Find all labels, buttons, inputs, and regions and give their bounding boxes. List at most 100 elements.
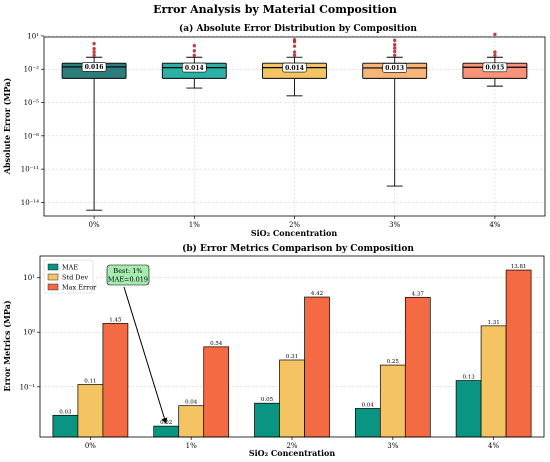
outlier-point xyxy=(192,53,196,57)
mean-label-box xyxy=(482,62,508,73)
mean-label: 0.015 xyxy=(486,64,505,71)
bar-value-label: 1.31 xyxy=(487,320,499,326)
bar-value-label: 0.31 xyxy=(286,354,298,360)
panel-b-y-axis-label: Error Metrics (MPa) xyxy=(2,300,12,392)
outlier-point xyxy=(192,49,196,53)
bar xyxy=(178,405,205,438)
annotation-line-1: Best: 1% xyxy=(113,267,142,275)
bar-value-label: 1.45 xyxy=(109,317,122,323)
panel-b-legend: MAE Std Dev Max Error xyxy=(43,259,97,294)
bar-value-label: 13.81 xyxy=(511,264,527,270)
panel-a-plot-area: 0.016 0.014 0.014 0.013 0.015 xyxy=(61,32,528,211)
x-tick-label: 4% xyxy=(489,221,500,229)
bar-value-label: 0.13 xyxy=(462,375,475,381)
legend-label-max: Max Error xyxy=(62,284,97,292)
y-tick-label: 10¹ xyxy=(23,274,35,282)
bar-value-label: 0.25 xyxy=(387,359,400,365)
outlier-point xyxy=(192,44,196,48)
bar-value-label: 0.03 xyxy=(59,409,72,415)
mean-label-box xyxy=(182,62,207,73)
panel-a-box-chart: (a) Absolute Error Distribution by Compo… xyxy=(2,23,546,238)
outlier-point xyxy=(393,38,397,43)
annotation-box xyxy=(106,264,150,286)
box-group-1%: 0.014 xyxy=(161,44,227,89)
bar-value-label: 4.37 xyxy=(412,291,425,297)
legend-label-std: Std Dev xyxy=(62,274,88,282)
panel-a-y-axis-label: Absolute Error (MPa) xyxy=(2,78,12,176)
bar xyxy=(203,346,230,438)
x-tick-label: 1% xyxy=(186,442,197,450)
legend-label-mae: MAE xyxy=(62,264,78,272)
box-group-4%: 0.015 xyxy=(462,32,528,87)
x-tick-label: 4% xyxy=(488,442,499,450)
y-tick-label: 10⁰ xyxy=(23,329,35,337)
x-tick-label: 3% xyxy=(389,221,400,229)
outlier-point xyxy=(393,53,397,57)
y-tick-label: 10⁻¹ xyxy=(20,383,36,391)
y-tick-label: 10⁻¹¹ xyxy=(21,166,39,174)
best-annotation: Best: 1% MAE=0.019 xyxy=(106,264,168,425)
outlier-point xyxy=(292,38,297,42)
x-tick-label: 1% xyxy=(189,221,200,229)
panel-a-title: (a) Absolute Error Distribution by Compo… xyxy=(179,23,417,34)
annotation-line-2: MAE=0.019 xyxy=(108,276,148,284)
bar xyxy=(52,414,79,438)
outlier-point xyxy=(292,50,297,54)
mean-label: 0.013 xyxy=(385,65,404,72)
bar xyxy=(480,325,507,438)
bar xyxy=(354,408,381,438)
series-std-dev: 0.11 0.04 0.31 0.25 1.31 xyxy=(77,320,507,438)
outlier-point xyxy=(493,32,497,37)
mean-label: 0.014 xyxy=(285,65,304,72)
annotation-arrow xyxy=(123,286,165,419)
panel-a-x-ticks: 0% 1% 2% 3% 4% xyxy=(89,216,501,229)
y-tick-label: 10⁻¹⁴ xyxy=(21,199,39,207)
mean-label-box xyxy=(81,62,107,72)
outlier-point xyxy=(393,43,397,47)
bar xyxy=(505,269,532,438)
outlier-point xyxy=(493,53,497,57)
mean-label: 0.016 xyxy=(85,64,104,71)
panel-a-y-ticks: 10¹ 10⁻² 10⁻⁵ 10⁻⁸ 10⁻¹¹ 10⁻¹⁴ xyxy=(21,32,44,207)
bar xyxy=(379,364,406,438)
box-group-0%: 0.016 xyxy=(61,41,127,211)
outlier-point xyxy=(92,50,96,54)
bar-value-label: 0.05 xyxy=(261,397,274,403)
annotation-arrowhead xyxy=(161,417,168,425)
outlier-point xyxy=(393,46,397,50)
bar-value-label: 4.42 xyxy=(311,291,323,297)
bar xyxy=(77,384,104,438)
bar xyxy=(304,296,330,438)
x-tick-label: 0% xyxy=(89,221,100,229)
panel-b-bar-chart: (b) Error Metrics Comparison by Composit… xyxy=(2,243,545,458)
bar-value-label: 0.04 xyxy=(185,400,198,406)
outlier-point xyxy=(92,53,96,57)
y-tick-label: 10¹ xyxy=(27,32,39,40)
panel-a-x-axis-label: SiO₂ Concentration xyxy=(251,228,338,238)
outlier-point xyxy=(493,50,497,54)
bar-value-label: 0.04 xyxy=(362,402,375,408)
mean-label-box xyxy=(282,62,307,73)
bar xyxy=(455,380,482,438)
outlier-point xyxy=(292,44,297,48)
legend-swatch-max xyxy=(47,283,59,291)
y-tick-label: 10⁻² xyxy=(24,66,40,74)
legend-swatch-mae xyxy=(47,263,59,271)
mean-label-box xyxy=(382,63,408,73)
bar-value-label: 0.11 xyxy=(84,379,96,385)
bar xyxy=(153,425,180,438)
x-tick-label: 2% xyxy=(289,221,300,229)
bar xyxy=(279,359,305,438)
series-max-error: 1.45 0.54 4.42 4.37 13.81 xyxy=(102,264,532,438)
legend-swatch-std xyxy=(47,273,59,281)
x-tick-label: 2% xyxy=(286,442,297,450)
bar xyxy=(102,323,129,438)
bar-value-label: 0.54 xyxy=(210,341,223,347)
x-tick-label: 3% xyxy=(387,442,398,450)
y-tick-label: 10⁻⁸ xyxy=(24,132,40,140)
x-tick-label: 0% xyxy=(85,442,96,450)
bar xyxy=(404,296,431,438)
outlier-point xyxy=(92,47,96,51)
figure-title: Error Analysis by Material Composition xyxy=(153,3,397,16)
